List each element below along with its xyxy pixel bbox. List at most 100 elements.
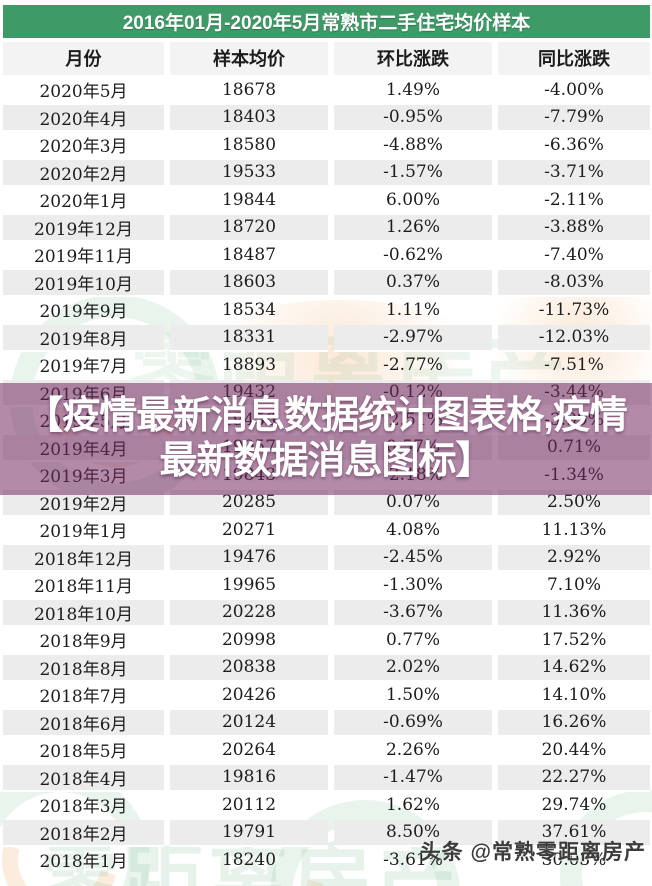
cell-month: 2019年7月: [39, 357, 128, 378]
cell-mom-change: -2.45%: [334, 544, 492, 572]
table-row: 2019年9月 18534 1.11% -11.73%: [3, 297, 650, 325]
cell-mom-change: 1.26%: [334, 214, 492, 242]
cell-avg-price: 20285: [170, 489, 328, 517]
cell-avg-price: 19844: [221, 189, 277, 210]
table-row: 2018年11月 19965 -1.30% 7.10%: [3, 572, 650, 600]
cell-yoy-change: -7.51%: [544, 354, 604, 375]
cell-avg-price: 20271: [221, 519, 277, 540]
cell-yoy-change: 16.26%: [498, 709, 650, 737]
cell-avg-price: 19432: [170, 379, 328, 407]
cell-mom-change: 1.62%: [385, 794, 440, 815]
cell-month: 2018年1月: [39, 852, 128, 873]
cell-avg-price: 19456: [221, 409, 277, 430]
cell-month: 2020年3月: [39, 137, 128, 158]
cell-mom-change: 0.07%: [334, 489, 492, 517]
cell-mom-change: -2.97%: [334, 324, 492, 352]
cell-yoy-change: 29.74%: [541, 794, 607, 815]
table-row: 2019年2月 20285 0.07% 2.50%: [3, 489, 650, 517]
cell-mom-change: 4.08%: [385, 519, 440, 540]
cell-avg-price: 20426: [221, 684, 277, 705]
cell-month: 2020年5月: [39, 82, 128, 103]
cell-month: 2020年4月: [3, 104, 164, 132]
table-row: 2019年11月 18487 -0.62% -7.40%: [3, 242, 650, 270]
cell-avg-price: 20112: [221, 794, 277, 815]
cell-yoy-change: -11.73%: [538, 299, 610, 320]
cell-month: 2019年9月: [39, 302, 128, 323]
cell-yoy-change: -7.79%: [498, 104, 650, 132]
table-row: 2019年1月 20271 4.08% 11.13%: [3, 517, 650, 545]
cell-month: 2019年8月: [3, 324, 164, 352]
cell-yoy-change: 30.03%: [541, 849, 607, 870]
table-row: 2019年8月 18331 -2.97% -12.03%: [3, 324, 650, 352]
cell-avg-price: 19957: [170, 434, 328, 462]
cell-month: 2019年10月: [3, 269, 164, 297]
cell-mom-change: 2.26%: [385, 739, 440, 760]
cell-avg-price: 19843: [221, 464, 277, 485]
cell-avg-price: 19816: [170, 764, 328, 792]
cell-mom-change: 6.00%: [385, 189, 440, 210]
cell-yoy-change: 14.62%: [498, 654, 650, 682]
cell-mom-change: -0.12%: [334, 379, 492, 407]
cell-avg-price: 20998: [221, 629, 277, 650]
cell-yoy-change: -6.36%: [544, 134, 604, 155]
cell-month: 2018年8月: [3, 654, 164, 682]
cell-mom-change: 0.57%: [334, 434, 492, 462]
table-row: 2019年4月 19957 0.57% 0.71%: [3, 434, 650, 462]
cell-month: 2020年2月: [3, 159, 164, 187]
cell-mom-change: -0.69%: [334, 709, 492, 737]
cell-month: 2019年2月: [3, 489, 164, 517]
cell-month: 2018年5月: [39, 742, 128, 763]
cell-avg-price: 18534: [221, 299, 277, 320]
cell-month: 2018年4月: [3, 764, 164, 792]
cell-avg-price: 20124: [170, 709, 328, 737]
cell-avg-price: 18240: [221, 849, 277, 870]
cell-yoy-change: 11.36%: [498, 599, 650, 627]
attribution-text: 头条 @常熟零距离房产: [419, 841, 646, 864]
cell-yoy-change: 7.10%: [546, 574, 601, 595]
cell-yoy-change: 20.44%: [541, 739, 607, 760]
cell-yoy-change: 14.10%: [541, 684, 607, 705]
cell-month: 2019年12月: [3, 214, 164, 242]
table-row: 2019年12月 18720 1.26% -3.88%: [3, 214, 650, 242]
cell-avg-price: 18720: [170, 214, 328, 242]
cell-yoy-change: 2.92%: [498, 544, 650, 572]
cell-avg-price: 18487: [221, 244, 277, 265]
cell-mom-change: 1.11%: [385, 299, 440, 320]
table-row: 2018年1月 18240 -3.61% 30.03%: [3, 847, 650, 875]
table-row: 2020年1月 19844 6.00% -2.11%: [3, 187, 650, 215]
cell-mom-change: -1.57%: [334, 159, 492, 187]
header-mom-change: 环比涨跌: [334, 42, 492, 75]
table-row: 2020年3月 18580 -4.88% -6.36%: [3, 132, 650, 160]
cell-mom-change: -3.67%: [334, 599, 492, 627]
table-row: 2018年5月 20264 2.26% 20.44%: [3, 737, 650, 765]
cell-mom-change: -0.95%: [334, 104, 492, 132]
cell-yoy-change: -7.40%: [544, 244, 604, 265]
cell-yoy-change: -3.88%: [498, 214, 650, 242]
table-title: 2016年01月-2020年5月常熟市二手住宅均价样本: [3, 5, 650, 38]
table-row: 2020年5月 18678 1.49% -4.00%: [3, 77, 650, 105]
cell-month: 2018年3月: [39, 797, 128, 818]
cell-mom-change: -0.62%: [383, 244, 443, 265]
cell-yoy-change: -2.11%: [544, 189, 604, 210]
cell-mom-change: -4.88%: [383, 134, 443, 155]
cell-yoy-change: 11.13%: [541, 519, 607, 540]
cell-month: 2018年2月: [3, 819, 164, 847]
cell-avg-price: 19791: [170, 819, 328, 847]
cell-mom-change: 2.02%: [334, 654, 492, 682]
cell-month: 2019年1月: [39, 522, 128, 543]
cell-avg-price: 18893: [221, 354, 277, 375]
cell-mom-change: 0.37%: [334, 269, 492, 297]
header-avg-price: 样本均价: [170, 42, 328, 75]
cell-avg-price: 18603: [170, 269, 328, 297]
cell-yoy-change: -4.00%: [544, 79, 604, 100]
table-row: 2019年7月 18893 -2.77% -7.51%: [3, 352, 650, 380]
cell-yoy-change: 0.71%: [498, 434, 650, 462]
cell-mom-change: 1.50%: [385, 684, 440, 705]
table-row: 2018年9月 20998 0.77% 17.52%: [3, 627, 650, 655]
table-row: 2018年7月 20426 1.50% 14.10%: [3, 682, 650, 710]
cell-yoy-change: -1.34%: [544, 464, 604, 485]
cell-month: 2019年11月: [34, 247, 133, 268]
table-row: 2019年3月 19843 -2.18% -1.34%: [3, 462, 650, 490]
cell-avg-price: 18678: [221, 79, 277, 100]
